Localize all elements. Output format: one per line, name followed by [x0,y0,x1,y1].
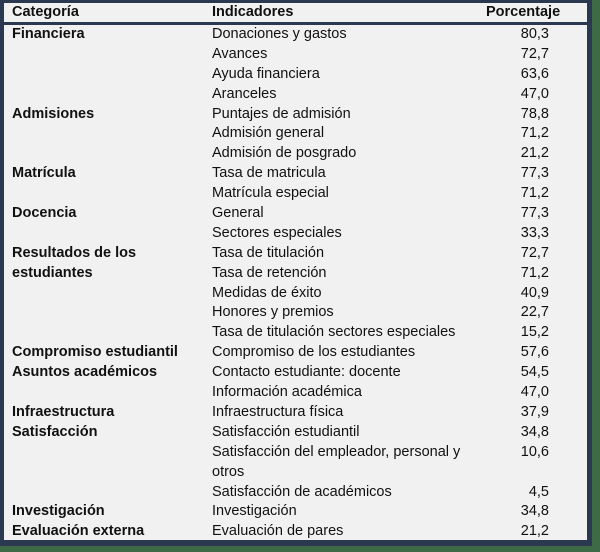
table-row: Aranceles 47,0 [4,85,587,105]
row-category: Resultados de los [12,244,137,261]
row-indicator: Satisfacción de académicos [212,483,392,500]
table-row: Matrícula especial 71,2 [4,184,587,204]
row-indicator: Tasa de titulación [212,244,325,261]
row-percentage: 72,7 [520,244,549,261]
row-indicator: General [212,205,264,222]
table-row: Compromiso estudiantil Compromiso de los … [4,343,587,363]
row-percentage: 71,2 [520,264,549,281]
row-category: Docencia [12,205,77,222]
row-category: estudiantes [12,264,93,281]
row-indicator: Honores y premios [212,304,334,321]
indicators-table: Categoría Indicadores Porcentaje Financi… [4,3,587,540]
table-row: Infraestructura Infraestructura física 37,… [4,403,587,423]
row-percentage: 15,2 [520,324,549,341]
table-row: Admisión general 71,2 [4,124,587,144]
row-percentage: 21,2 [520,145,549,162]
table-row: Financiera Donaciones y gastos 80,3 [4,25,587,45]
row-indicator: Información académica [212,384,362,401]
row-category: Asuntos académicos [12,364,158,381]
row-percentage: 71,2 [520,125,549,142]
row-indicator: Matrícula especial [212,185,329,202]
table-row: Resultados de los Tasa de titulación 72,7 [4,244,587,264]
row-percentage: 57,6 [520,344,549,361]
row-percentage: 71,2 [520,185,549,202]
row-percentage: 4,5 [528,483,549,500]
row-indicator: Admisión general [212,125,325,142]
row-indicator: Satisfacción estudiantil [212,423,360,440]
row-indicator: Admisión de posgrado [212,145,357,162]
table-row: Información académica 47,0 [4,383,587,403]
row-percentage: 47,0 [520,85,549,102]
table-row: Satisfacción de académicos 4,5 [4,483,587,503]
table-row: Ayuda financiera 63,6 [4,65,587,85]
row-indicator: Donaciones y gastos [212,26,347,42]
row-percentage: 77,3 [520,165,549,182]
table-row: Asuntos académicos Contacto estudiante: d… [4,363,587,383]
row-category: Investigación [12,503,105,520]
row-category: Satisfacción [12,423,98,440]
table-row: Medidas de éxito 40,9 [4,284,587,304]
row-indicator: Tasa de retención [212,264,327,281]
table-row: Tasa de titulación sectores especiales 15… [4,323,587,343]
row-indicator: Infraestructura física [212,403,344,420]
row-indicator: Tasa de titulación sectores especiales [212,324,456,341]
header-percentage: Porcentaje [486,4,561,20]
row-percentage: 77,3 [520,205,549,222]
header-indicator: Indicadores [212,4,294,20]
row-indicator: Satisfacción del empleador, personal y o… [212,443,461,480]
row-category: Infraestructura [12,403,115,420]
row-indicator: Sectores especiales [212,224,342,241]
table-row: Evaluación externa Evaluación de pares 21,… [4,522,587,542]
row-percentage: 63,6 [520,65,549,82]
table-row: Satisfacción del empleador, personal y o… [4,443,587,483]
row-percentage: 21,2 [520,523,549,540]
row-percentage: 54,5 [520,364,549,381]
row-percentage: 47,0 [520,384,549,401]
table-row: Matrícula Tasa de matricula 77,3 [4,164,587,184]
row-percentage: 22,7 [520,304,549,321]
row-category: Compromiso estudiantil [12,344,178,361]
row-indicator: Compromiso de los estudiantes [212,344,416,361]
row-indicator: Medidas de éxito [212,284,322,301]
header-category: Categoría [12,4,79,20]
table-row: Docencia General 77,3 [4,204,587,224]
table-row: Sectores especiales 33,3 [4,224,587,244]
table-row: Honores y premios 22,7 [4,303,587,323]
row-percentage: 78,8 [520,105,549,122]
row-percentage: 34,8 [520,423,549,440]
row-indicator: Investigación [212,503,297,520]
table-row: estudiantes Tasa de retención 71,2 [4,264,587,284]
row-category: Admisiones [12,105,95,122]
row-percentage: 37,9 [520,403,549,420]
row-category: Financiera [12,26,85,42]
table-row: Admisión de posgrado 21,2 [4,144,587,164]
row-indicator: Ayuda financiera [212,65,320,82]
table-header: Categoría Indicadores Porcentaje [4,3,587,22]
row-indicator: Evaluación de pares [212,523,344,540]
header-divider [4,22,587,25]
row-percentage: 40,9 [520,284,549,301]
table-row: Avances 72,7 [4,45,587,65]
table-row: Satisfacción Satisfacción estudiantil 34,8 [4,423,587,443]
row-indicator: Puntajes de admisión [212,105,351,122]
table-body: Financiera Donaciones y gastos 80,3 Avances… [4,25,587,542]
row-percentage: 33,3 [520,224,549,241]
row-category: Evaluación externa [12,523,145,540]
row-indicator: Aranceles [212,85,277,102]
row-percentage: 80,3 [520,26,549,42]
row-category: Matrícula [12,165,76,182]
table-row: Investigación Investigación 34,8 [4,502,587,522]
table-row: Admisiones Puntajes de admisión 78,8 [4,105,587,125]
row-percentage: 72,7 [520,45,549,62]
row-indicator: Tasa de matricula [212,165,326,182]
row-indicator: Contacto estudiante: docente [212,364,401,381]
row-percentage: 10,6 [520,443,549,460]
row-percentage: 34,8 [520,503,549,520]
row-indicator: Avances [212,45,268,62]
